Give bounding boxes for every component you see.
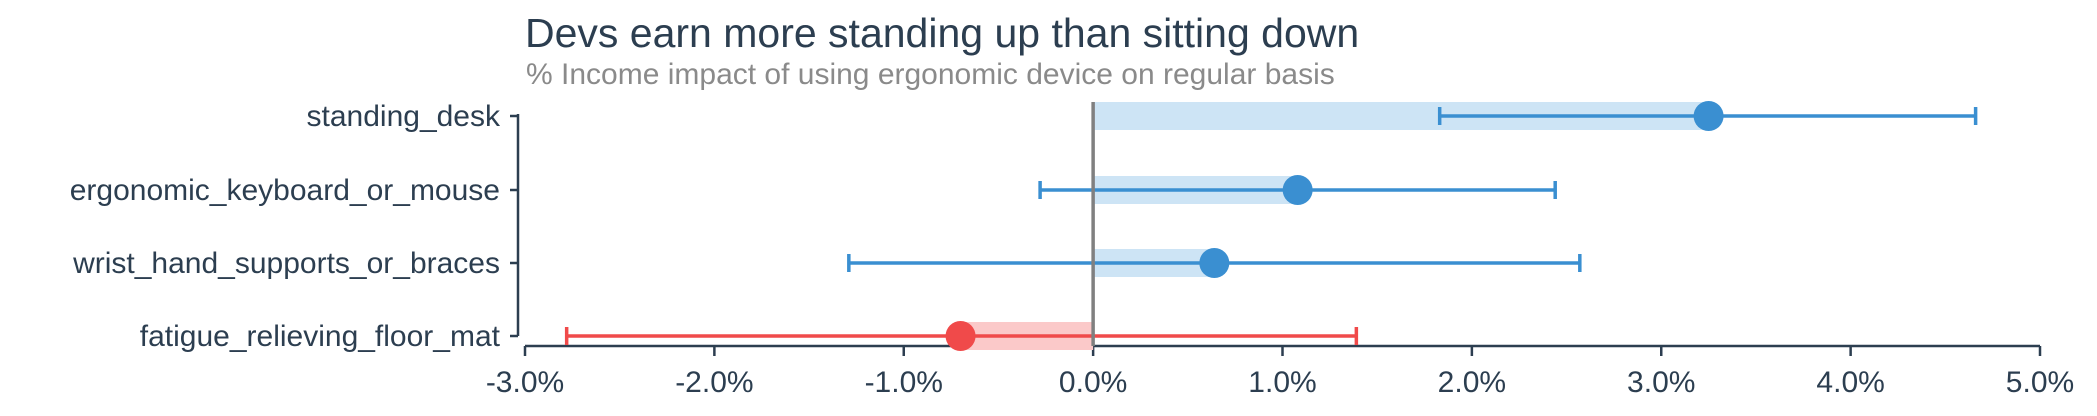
x-tick-label: 1.0% bbox=[1248, 366, 1316, 399]
category-label-standing_desk: standing_desk bbox=[307, 100, 501, 133]
estimate-point-standing_desk bbox=[1693, 101, 1724, 131]
category-label-ergonomic_keyboard_or_mouse: ergonomic_keyboard_or_mouse bbox=[70, 174, 500, 207]
category-label-fatigue_relieving_floor_mat: fatigue_relieving_floor_mat bbox=[140, 320, 501, 353]
x-tick-label: -1.0% bbox=[865, 366, 943, 399]
chart-subtitle: % Income impact of using ergonomic devic… bbox=[526, 58, 1335, 91]
chart-title: Devs earn more standing up than sitting … bbox=[525, 10, 1360, 56]
category-label-wrist_hand_supports_or_braces: wrist_hand_supports_or_braces bbox=[72, 247, 500, 280]
estimate-point-fatigue_relieving_floor_mat bbox=[945, 321, 976, 351]
x-tick-label: -2.0% bbox=[675, 366, 753, 399]
estimate-point-wrist_hand_supports_or_braces bbox=[1199, 248, 1230, 278]
x-tick-label: 4.0% bbox=[1816, 366, 1884, 399]
estimate-point-ergonomic_keyboard_or_mouse bbox=[1282, 175, 1313, 205]
x-tick-label: 2.0% bbox=[1438, 366, 1506, 399]
x-tick-label: 0.0% bbox=[1059, 366, 1127, 399]
x-tick-label: 5.0% bbox=[2006, 366, 2074, 399]
x-tick-label: 3.0% bbox=[1627, 366, 1695, 399]
x-tick-label: -3.0% bbox=[486, 366, 564, 399]
